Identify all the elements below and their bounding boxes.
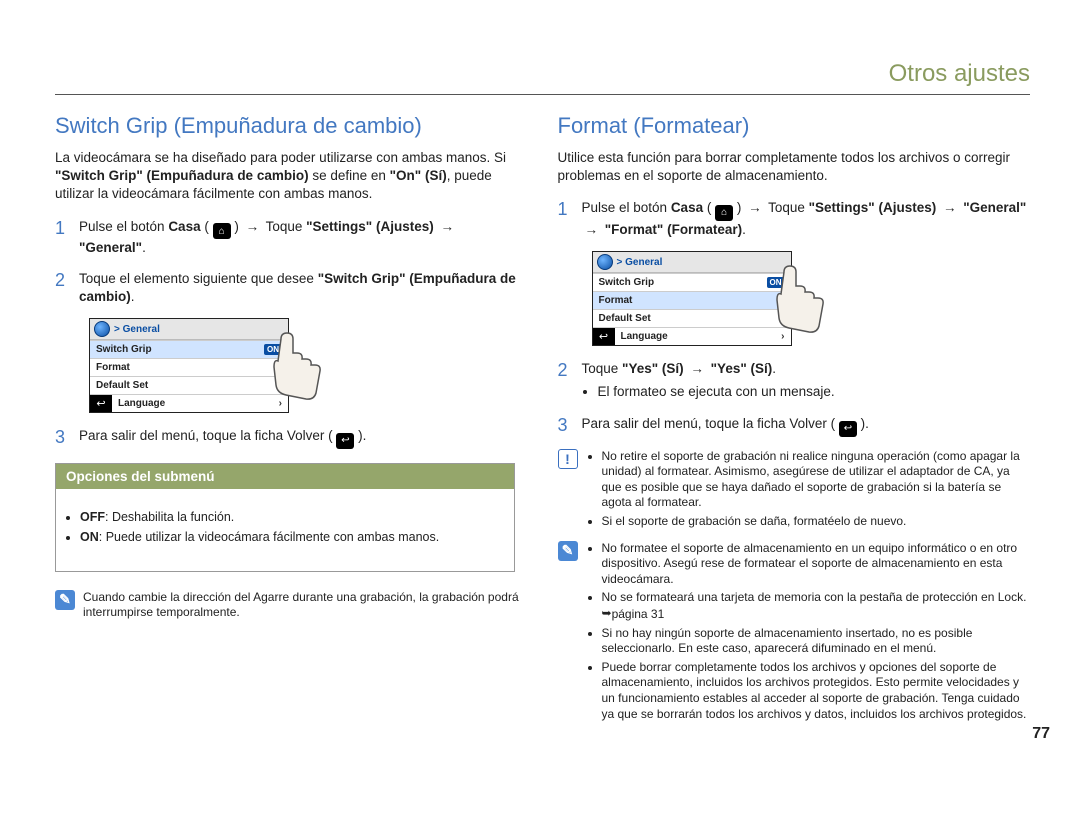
step-body: Toque "Yes" (Sí) → "Yes" (Sí). El format… <box>582 360 1031 402</box>
camera-menu: > General Switch Grip ON Format› Default… <box>592 251 792 346</box>
step-number: 1 <box>558 199 572 239</box>
note-body: Cuando cambie la dirección del Agarre du… <box>83 590 528 621</box>
menu-breadcrumb: > General <box>114 324 160 335</box>
page-header: Otros ajustes <box>55 60 1030 95</box>
step-number: 2 <box>55 270 69 306</box>
intro-switch-grip: La videocámara se ha diseñado para poder… <box>55 149 528 204</box>
camera-menu-illustration: > General Switch Grip ON Format› Default… <box>592 251 1031 346</box>
left-step-1: 1 Pulse el botón Casa ( ⌂ ) → Toque "Set… <box>55 218 528 258</box>
menu-row-format: Format› <box>593 291 791 309</box>
submenu-item-off: OFF: Deshabilita la función. <box>80 509 504 527</box>
pointing-hand-icon <box>767 264 827 334</box>
left-step-3: 3 Para salir del menú, toque la ficha Vo… <box>55 427 528 449</box>
camera-menu-illustration: > General Switch Grip ON Format› Default… <box>89 318 528 413</box>
back-icon: ↩ <box>90 395 112 412</box>
right-step-3: 3 Para salir del menú, toque la ficha Vo… <box>558 415 1031 437</box>
menu-row-default-set: Default Set› <box>593 309 791 327</box>
step-number: 3 <box>558 415 572 437</box>
info-item: No formatee el soporte de almacenamiento… <box>602 541 1031 588</box>
section-title-format: Format (Formatear) <box>558 113 1031 139</box>
info-note: ✎ No formatee el soporte de almacenamien… <box>558 541 1031 726</box>
step-body: Pulse el botón Casa ( ⌂ ) → Toque "Setti… <box>582 199 1031 239</box>
warn-item: Si el soporte de grabación se daña, form… <box>602 514 1031 530</box>
menu-row-language: Language› <box>112 395 288 412</box>
step-number: 2 <box>558 360 572 402</box>
menu-row-format: Format› <box>90 358 288 376</box>
camera-menu: > General Switch Grip ON Format› Default… <box>89 318 289 413</box>
menu-row-language: Language› <box>615 328 791 345</box>
step-number: 1 <box>55 218 69 258</box>
left-step-2: 2 Toque el elemento siguiente que desee … <box>55 270 528 306</box>
globe-icon <box>597 254 613 270</box>
step-body: Para salir del menú, toque la ficha Volv… <box>582 415 1031 437</box>
right-step-2: 2 Toque "Yes" (Sí) → "Yes" (Sí). El form… <box>558 360 1031 402</box>
info-item: Si no hay ningún soporte de almacenamien… <box>602 626 1031 657</box>
info-icon: ✎ <box>55 590 75 610</box>
intro-format: Utilice esta función para borrar complet… <box>558 149 1031 185</box>
step2-sub-bullet: El formateo se ejecuta con un mensaje. <box>598 383 1031 401</box>
info-item: Puede borrar completamente todos los arc… <box>602 660 1031 722</box>
warning-note: ! No retire el soporte de grabación ni r… <box>558 449 1031 533</box>
page-number: 77 <box>1032 725 1050 743</box>
info-icon: ✎ <box>558 541 578 561</box>
menu-row-switch-grip: Switch Grip ON <box>593 273 791 291</box>
menu-breadcrumb: > General <box>617 257 663 268</box>
note-body: No retire el soporte de grabación ni rea… <box>586 449 1031 533</box>
note-body: No formatee el soporte de almacenamiento… <box>586 541 1031 726</box>
back-icon: ↩ <box>593 328 615 345</box>
step-body: Toque el elemento siguiente que desee "S… <box>79 270 528 306</box>
section-title-switch-grip: Switch Grip (Empuñadura de cambio) <box>55 113 528 139</box>
menu-row-switch-grip: Switch Grip ON <box>90 340 288 358</box>
right-column: Format (Formatear) Utilice esta función … <box>558 113 1031 733</box>
submenu-list: OFF: Deshabilita la función. ON: Puede u… <box>56 501 514 558</box>
step-body: Para salir del menú, toque la ficha Volv… <box>79 427 528 449</box>
warn-item: No retire el soporte de grabación ni rea… <box>602 449 1031 511</box>
step-body: Pulse el botón Casa ( ⌂ ) → Toque "Setti… <box>79 218 528 258</box>
info-note: ✎ Cuando cambie la dirección del Agarre … <box>55 590 528 621</box>
warning-icon: ! <box>558 449 578 469</box>
info-item: No se formateará una tarjeta de memoria … <box>602 590 1031 622</box>
right-step-1: 1 Pulse el botón Casa ( ⌂ ) → Toque "Set… <box>558 199 1031 239</box>
step-number: 3 <box>55 427 69 449</box>
submenu-item-on: ON: Puede utilizar la videocámara fácilm… <box>80 529 504 547</box>
pointing-hand-icon <box>264 331 324 401</box>
globe-icon <box>94 321 110 337</box>
submenu-options-box: Opciones del submenú OFF: Deshabilita la… <box>55 463 515 572</box>
menu-row-default-set: Default Set› <box>90 376 288 394</box>
left-column: Switch Grip (Empuñadura de cambio) La vi… <box>55 113 528 733</box>
submenu-header: Opciones del submenú <box>56 464 514 489</box>
